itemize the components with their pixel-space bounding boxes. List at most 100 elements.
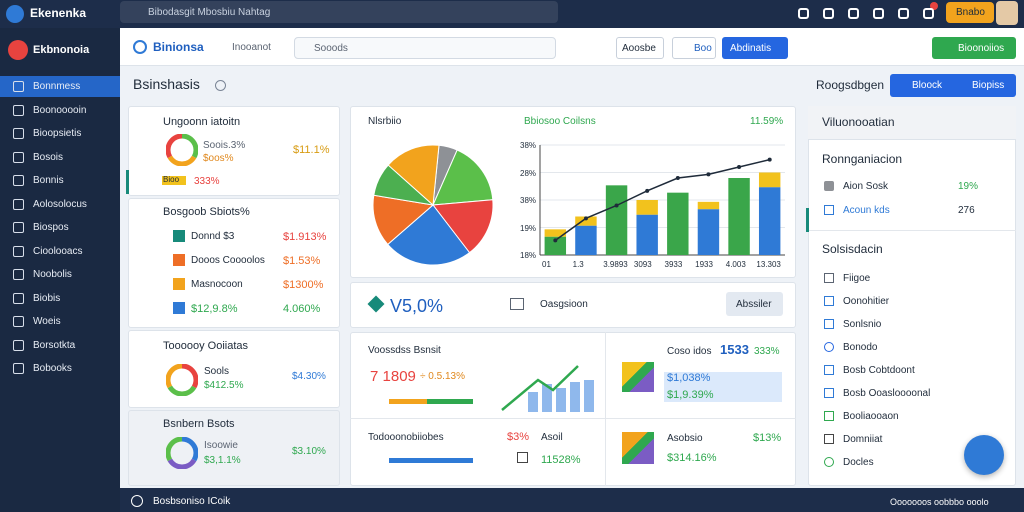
toolbar-link[interactable]: Inooanot [232, 42, 271, 53]
panel-header [808, 106, 1016, 140]
sidebar-item[interactable]: Borsotkta [33, 339, 76, 351]
panel-item[interactable]: Domniiat [843, 434, 883, 445]
row-icon [824, 205, 834, 215]
sidebar-item[interactable]: Biobis [33, 292, 61, 304]
row-value: $1.53% [283, 255, 321, 267]
kpi-icon [510, 298, 524, 310]
card [350, 282, 796, 328]
sidebar-icon [13, 128, 24, 139]
btn[interactable] [932, 37, 1016, 59]
panel-item[interactable]: Fiigoe [843, 273, 871, 284]
row-label: $12,9.8% [191, 303, 238, 315]
pie-slice [432, 199, 494, 254]
card-title: Toooooy Ooiiatas [163, 340, 248, 352]
panel-row-value: 19% [958, 181, 979, 192]
donut-arc [166, 364, 198, 396]
spark-bar [556, 388, 566, 412]
bar [667, 192, 689, 255]
card-value: $3.10% [292, 446, 326, 457]
pie-slice [372, 194, 435, 246]
action-button[interactable] [890, 74, 1016, 97]
panel-item[interactable]: Bosb Cobtdoont [843, 365, 915, 376]
tile-value: $3% [507, 431, 530, 443]
sidebar-item[interactable]: Aolosolocus [33, 198, 87, 210]
sidebar-item[interactable]: Noobolis [33, 269, 72, 280]
y-label: 18% [520, 251, 537, 260]
bar [758, 187, 781, 255]
progress [389, 458, 473, 463]
panel-item[interactable]: Bonodo [843, 342, 878, 353]
top-icon[interactable] [923, 8, 934, 19]
panel-item[interactable]: Sonlsnio [843, 319, 882, 330]
avatar[interactable] [996, 1, 1018, 25]
line-point [553, 238, 558, 243]
x-label: 4.003 [725, 260, 746, 269]
panel-item[interactable]: Oonohitier [843, 296, 890, 307]
bar-title: Bbiosoo Coilsns [524, 116, 596, 127]
y-label: 38% [520, 141, 537, 150]
kpi-button[interactable] [726, 292, 783, 316]
btn[interactable] [616, 37, 664, 59]
card [128, 330, 340, 408]
card-text: $3,1.1% [204, 455, 241, 466]
sidebar-item[interactable]: Woeis [33, 316, 61, 327]
sidebar-icon [13, 245, 24, 257]
pie-slice [387, 204, 471, 266]
sidebar-item[interactable]: Cioolooacs [33, 245, 83, 257]
top-button[interactable] [946, 2, 994, 23]
top-icon[interactable] [798, 8, 809, 19]
top-icon[interactable] [848, 8, 859, 19]
sidebar-icon [13, 292, 24, 304]
panel-section: Ronnganiacion [822, 152, 903, 166]
card-pct: 333% [194, 176, 220, 187]
line-point [583, 216, 588, 221]
panel-header-title: Viluonooatian [822, 115, 895, 129]
top-icon[interactable] [873, 8, 884, 19]
sidebar-item[interactable]: Biospos [33, 222, 69, 233]
donut-icon [166, 364, 198, 396]
kpi-label: Oasgsioon [540, 299, 588, 310]
sidebar-icon [13, 363, 24, 374]
tile-line: $314.16% [667, 452, 717, 464]
bar [728, 178, 750, 255]
sidebar-icon [13, 81, 24, 92]
sidebar-item[interactable]: Bonnis [33, 175, 64, 186]
toolbar-search[interactable] [294, 37, 556, 59]
bar-chart [539, 144, 785, 256]
btn[interactable] [672, 37, 716, 59]
action-label: Biopiss [972, 80, 1005, 91]
tag-label: Bioo [163, 175, 180, 184]
top-icon[interactable] [823, 8, 834, 19]
sidebar-item[interactable]: Boonooooin [33, 104, 87, 116]
btn-label: Boo [694, 43, 712, 54]
item-icon [824, 457, 834, 467]
sidebar-icon [13, 175, 24, 186]
row-label: Donnd $3 [191, 231, 235, 242]
bar [758, 172, 781, 188]
bar [544, 236, 567, 255]
sidebar-icon [13, 269, 24, 280]
sidebar-item[interactable]: Bonnmess [33, 81, 81, 92]
top-icon[interactable] [898, 8, 909, 19]
btn[interactable] [722, 37, 788, 59]
fab[interactable] [964, 435, 1004, 475]
divider [605, 332, 606, 486]
cube-icon [622, 432, 654, 464]
help-icon [215, 80, 226, 91]
sidebar [0, 28, 120, 488]
sidebar-item[interactable]: Bioopsietis [33, 128, 82, 139]
search-box[interactable] [120, 1, 558, 23]
sidebar-item[interactable]: Bosois [33, 151, 64, 163]
toolbar-logo [133, 40, 147, 54]
item-icon [824, 296, 834, 306]
panel-item[interactable]: Bosb Ooasloooonal [843, 388, 931, 399]
btn-label: Abdinatis [730, 43, 772, 54]
sidebar-item[interactable]: Bobooks [33, 363, 72, 374]
donut-arc [166, 134, 198, 166]
kpi-button-label: Abssiler [736, 299, 772, 310]
kpi-value: V5,0% [390, 296, 444, 316]
brand: Ekenenka [30, 6, 87, 20]
panel-item[interactable]: Booliaooaon [843, 411, 899, 422]
tag [162, 176, 186, 185]
panel-item[interactable]: Docles [843, 457, 874, 468]
